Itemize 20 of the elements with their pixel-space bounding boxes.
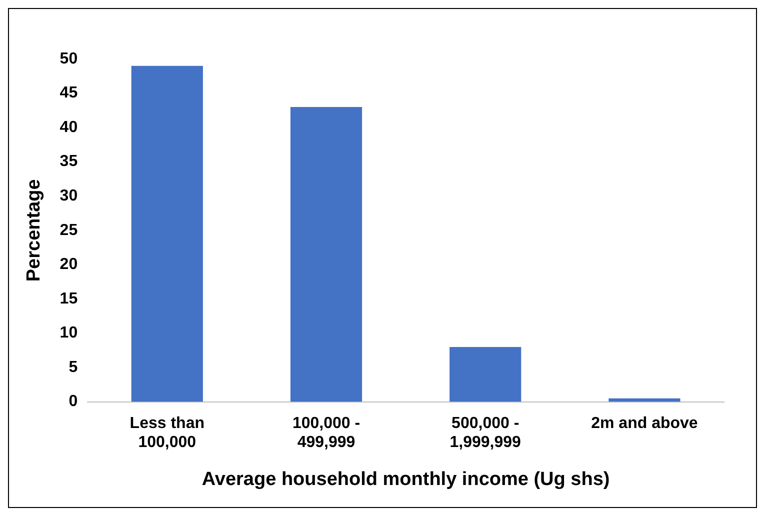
bar — [131, 66, 203, 402]
y-tick-label: 45 — [60, 84, 78, 102]
y-tick-label: 20 — [60, 256, 78, 274]
x-tick-label: 100,000 - 499,999 — [292, 414, 360, 452]
y-tick-label: 10 — [60, 324, 78, 342]
y-tick-label: 35 — [60, 153, 78, 170]
y-tick-label: 40 — [60, 118, 78, 136]
bar — [290, 106, 362, 402]
y-tick-label: 50 — [60, 50, 78, 68]
y-tick-label: 5 — [68, 358, 78, 376]
y-tick-label: 25 — [60, 222, 78, 239]
y-tick-label: 30 — [60, 188, 78, 205]
x-tick-label: 500,000 - 1,999,999 — [450, 414, 522, 452]
bar — [450, 346, 522, 402]
x-tick-label: Less than 100,000 — [130, 414, 204, 452]
x-tick-label: 2m and above — [591, 414, 698, 432]
y-axis-title: Percentage — [24, 179, 45, 282]
y-tick-label: 15 — [60, 290, 78, 308]
y-tick-label: 0 — [68, 393, 78, 410]
x-axis-title: Average household monthly income (Ug shs) — [202, 468, 610, 490]
